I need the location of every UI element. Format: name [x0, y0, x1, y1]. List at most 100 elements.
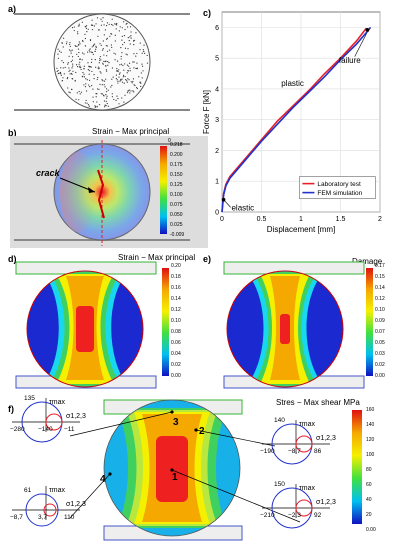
panel-e-title: Damage: [352, 257, 383, 266]
colorbar-tick-label: 0.06: [171, 340, 181, 346]
chart-annotation-elastic: elastic: [231, 203, 254, 212]
colorbar-tick-label: 80: [366, 467, 372, 473]
mohr-circle-diagram: τmax 61 −8,7 3,7 110 σ1,2,3: [10, 486, 86, 527]
chart-y-tick-label: 0: [215, 210, 219, 217]
point-4-label: 4: [100, 474, 106, 485]
mohr-sigma3-value: −190: [260, 448, 275, 455]
mohr-sigma2-value: −8,7: [288, 448, 301, 455]
chart-y-tick-label: 2: [215, 148, 219, 155]
chart-annotation-failure: failure: [339, 56, 361, 65]
panel-b-label: b): [8, 128, 17, 138]
colorbar-tick-label: 100: [366, 452, 375, 458]
panel-e-label: e): [203, 254, 212, 264]
mohr-inner-circle: [295, 435, 313, 453]
chart-legend-label: FEM simulation: [317, 190, 362, 197]
point-3-label: 3: [173, 417, 179, 428]
colorbar-tick-label: 0.05: [375, 340, 385, 346]
chart-y-tick-label: 4: [215, 86, 219, 93]
colorbar-tick-label: 120: [366, 437, 375, 443]
colorbar-tick-label: 0.20: [171, 263, 181, 269]
colorbar-tick-label: 0.175: [170, 162, 183, 168]
panel-c-label: c): [203, 8, 212, 18]
chart-x-tick-label: 0: [220, 216, 224, 223]
colorbar-tick-label: 0.00: [171, 373, 181, 379]
mohr-sigma2-value: 3,7: [38, 514, 47, 521]
chart-annotation-marker: [221, 197, 226, 202]
mohr-circle-diagram: τmax 150 −210 −2,3 92 σ1,2,3: [260, 481, 336, 529]
colorbar-tick-label: 0.03: [375, 351, 385, 357]
panel-a-specimen: [14, 13, 190, 111]
chart-y-tick-label: 1: [215, 179, 219, 186]
chart-y-axis-label: Force F [kN]: [202, 90, 211, 134]
colorbar-tick-label: 0.200: [170, 152, 183, 158]
point-2-label: 2: [199, 426, 205, 437]
colorbar-tick-label: 0.00: [366, 527, 376, 533]
mohr-sigma3-value: −210: [260, 512, 275, 519]
colorbar-tick-label: 0.18: [171, 274, 181, 280]
mohr-tau-value: 61: [24, 487, 32, 494]
mohr-sigma-label: σ1,2,3: [66, 501, 86, 508]
colorbar-tick-label: 0.10: [375, 307, 385, 313]
chart-x-tick-label: 1: [299, 216, 303, 223]
colorbar-tick-label: 0.14: [375, 285, 385, 291]
mohr-tau-label: τmax: [299, 421, 315, 428]
chart-annotation-plastic: plastic: [281, 79, 304, 88]
e-colorbar-ticks: 0.17 0.15 0.14 0.12 0.10 0.09 0.07 0.05 0.03 0.02…: [375, 263, 400, 379]
panel-f-title: Stres − Max shear MPa: [276, 398, 360, 407]
colorbar-tick-label: 0.075: [170, 202, 183, 208]
chart-annotation-marker: [365, 28, 370, 32]
chart-x-axis-label: Displacement [mm]: [267, 225, 335, 234]
colorbar-tick-label: 0.125: [170, 182, 183, 188]
colorbar-tick-label: 0.00: [375, 373, 385, 379]
d-colorbar-ticks: 0.20 0.18 0.16 0.14 0.12 0.10 0.08 0.06 0.04 0.02…: [171, 263, 196, 379]
b-colorbar-ticks: 0.218 0.200 0.175 0.150 0.125 0.100 0.075 0.050…: [170, 142, 200, 238]
colorbar-tick-label: 40: [366, 497, 372, 503]
mohr-sigma2-value: −2,3: [288, 512, 301, 519]
colorbar-tick-label: 0.025: [170, 222, 183, 228]
chart-series-line-1: [221, 26, 372, 213]
mohr-inner-circle: [295, 499, 313, 517]
chart-y-tick-label: 3: [215, 117, 219, 124]
chart-y-tick-label: 5: [215, 56, 219, 63]
colorbar-tick-label: 0.12: [171, 307, 181, 313]
mohr-tau-label: τmax: [49, 399, 65, 406]
panel-d-title: Strain − Max principal: [118, 253, 196, 262]
mohr-sigma-label: σ1,2,3: [66, 413, 86, 420]
colorbar-tick-label: 0.02: [375, 362, 385, 368]
point-1-label: 1: [172, 472, 178, 483]
colorbar-tick-label: 0.050: [170, 212, 183, 218]
colorbar-tick-label: 0.02: [171, 362, 181, 368]
colorbar-tick-label: 20: [366, 512, 372, 518]
mohr-outer-circle: [25, 493, 59, 527]
colorbar-tick-label: 0.10: [171, 318, 181, 324]
colorbar-tick-label: 0.150: [170, 172, 183, 178]
mohr-inner-circle: [45, 413, 63, 431]
mohr-inner-circle: [43, 503, 57, 517]
colorbar-tick-label: 0.218: [170, 142, 183, 148]
colorbar-tick-label: -0.009: [170, 232, 185, 238]
mohr-tau-label: τmax: [299, 485, 315, 492]
mohr-tau-label: τmax: [49, 487, 65, 494]
b-scale-head: 0: [168, 138, 171, 144]
panel-f-label: f): [8, 404, 14, 414]
chart-legend: [299, 176, 376, 199]
colorbar-tick-label: 0.08: [171, 329, 181, 335]
colorbar-tick-label: 60: [366, 482, 372, 488]
mohr-sigma2-value: −140: [38, 426, 53, 433]
speckle-pattern: [56, 17, 149, 108]
chart-x-tick-label: 0.5: [257, 216, 267, 223]
panel-d-label: d): [8, 254, 17, 264]
mohr-circle-diagram: τmax 140 −190 −8,7 86 σ1,2,3: [260, 417, 336, 465]
mohr-tau-value: 140: [274, 417, 285, 424]
mohr-sigma1-value: 110: [64, 514, 75, 521]
colorbar-tick-label: 0.15: [375, 274, 385, 280]
panel-d-strain-fem: [15, 261, 169, 389]
panel-e-damage-fem: [223, 261, 373, 389]
colorbar-tick-label: 0.17: [375, 263, 385, 269]
mohr-sigma1-value: −11: [64, 426, 75, 433]
colorbar-tick-label: 0.12: [375, 296, 385, 302]
chart-legend-label: Laboratory test: [317, 181, 361, 188]
mohr-circle-diagram: τmax 135 −280 −140 −11 σ1,2,3: [10, 395, 86, 443]
chart-x-tick-label: 1.5: [336, 216, 346, 223]
